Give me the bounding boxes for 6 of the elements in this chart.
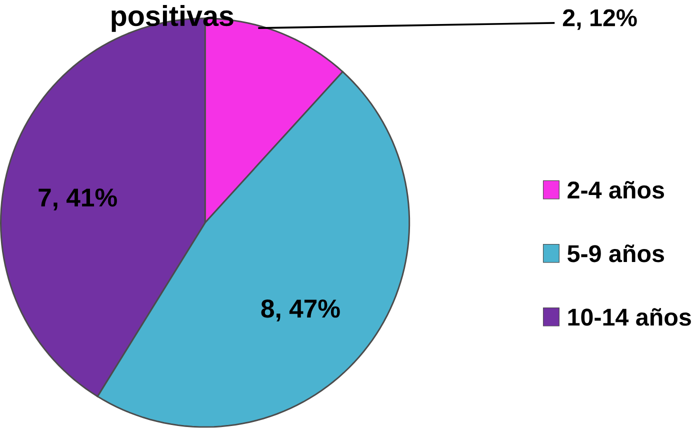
legend-label: 5-9 años xyxy=(568,244,664,262)
data-label: 7, 41% xyxy=(38,188,117,211)
legend-label: 2-4 años xyxy=(568,181,664,199)
data-label: 2, 12% xyxy=(562,9,637,30)
data-label: 8, 47% xyxy=(261,300,340,322)
legend-label: 10-14 años xyxy=(568,308,691,326)
